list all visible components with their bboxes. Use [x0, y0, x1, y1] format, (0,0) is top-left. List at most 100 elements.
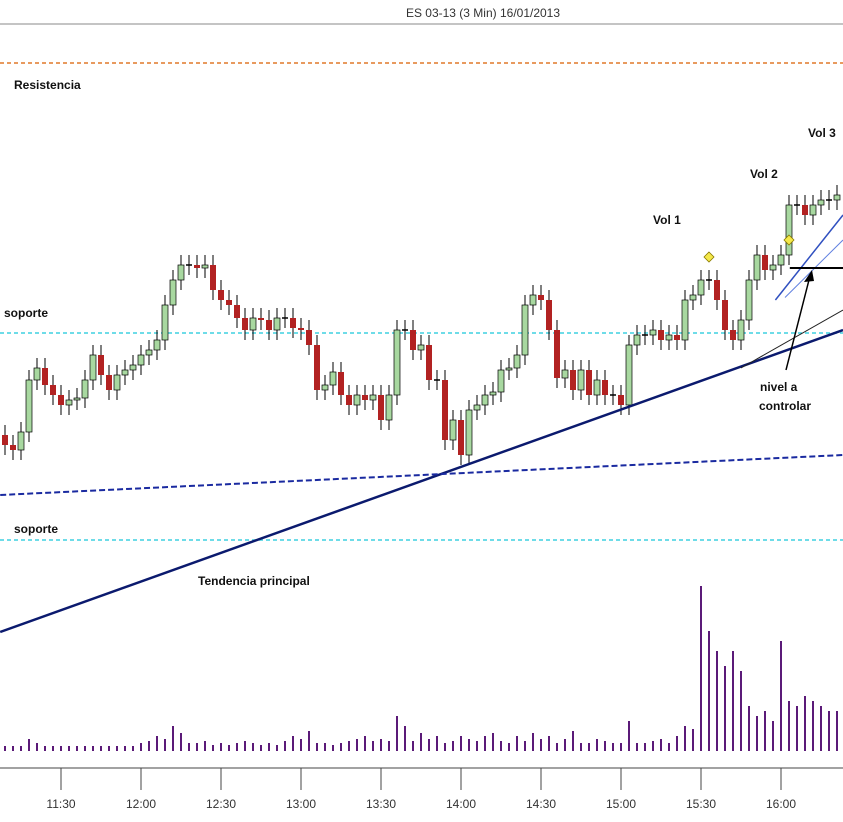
trend-line: [0, 328, 843, 634]
x-tick-label: 13:30: [366, 797, 396, 811]
candle-body: [385, 394, 393, 421]
trend-line: [774, 214, 843, 301]
candle-body: [201, 264, 209, 269]
candle-body: [449, 419, 457, 441]
candle-body: [745, 279, 753, 321]
annotation: nivel a: [760, 380, 798, 394]
annotation: Vol 3: [808, 126, 836, 140]
candle-body: [65, 399, 73, 406]
candle-body: [593, 379, 601, 396]
candle-body: [106, 375, 112, 390]
candle-body: [481, 394, 489, 406]
candle-body: [210, 265, 216, 290]
candle-body: [42, 368, 48, 385]
marker: [703, 251, 715, 263]
candle-body: [242, 318, 248, 330]
x-tick-label: 15:30: [686, 797, 716, 811]
candle-body: [161, 304, 169, 341]
annotation: Tendencia principal: [198, 574, 310, 588]
candle-body: [762, 255, 768, 270]
candle-body: [538, 295, 544, 300]
candle-body: [529, 294, 537, 306]
candle-body: [81, 379, 89, 399]
candle-body: [258, 318, 264, 320]
candle-body: [218, 290, 224, 300]
candle-body: [586, 370, 592, 395]
candle-body: [817, 199, 825, 206]
x-tick-label: 14:30: [526, 797, 556, 811]
candle-body: [410, 330, 416, 350]
candle-body: [737, 319, 745, 341]
candle-body: [298, 328, 304, 330]
candle-body: [769, 264, 777, 271]
x-tick-label: 14:00: [446, 797, 476, 811]
candle-body: [785, 204, 793, 256]
candle-body: [577, 369, 585, 391]
candle-body: [649, 329, 657, 336]
candle-body: [554, 330, 560, 378]
annotation: soporte: [14, 522, 58, 536]
candle-body: [753, 254, 761, 281]
annotation: controlar: [759, 399, 811, 413]
x-tick-label: 11:30: [46, 797, 75, 811]
candle-body: [129, 364, 137, 371]
candle-body: [665, 334, 673, 341]
candle-body: [121, 369, 129, 376]
marker: [783, 234, 795, 246]
candle-body: [353, 394, 361, 406]
candle-body: [249, 317, 257, 331]
candle-body: [561, 369, 569, 379]
chart-title: ES 03-13 (3 Min) 16/01/2013: [406, 6, 560, 20]
candle-body: [153, 339, 161, 351]
candle-body: [290, 318, 296, 328]
x-tick-label: 13:00: [286, 797, 316, 811]
x-tick-label: 12:00: [126, 797, 156, 811]
candle-body: [473, 404, 481, 411]
candle-body: [273, 317, 281, 331]
annotation: Resistencia: [14, 78, 81, 92]
candle-body: [777, 254, 785, 266]
annotation: soporte: [4, 306, 48, 320]
candle-body: [113, 374, 121, 391]
candle-body: [513, 354, 521, 369]
candle-body: [89, 354, 97, 381]
annotation: Vol 1: [653, 213, 681, 227]
candle-body: [177, 264, 185, 281]
candle-body: [137, 354, 145, 366]
candle-body: [458, 420, 464, 455]
candle-body: [73, 397, 81, 401]
candle-body: [802, 205, 808, 215]
candle-body: [633, 334, 641, 346]
candle-body: [145, 349, 153, 356]
x-tick-label: 15:00: [606, 797, 636, 811]
plot: [0, 62, 843, 751]
x-tick-label: 16:00: [766, 797, 796, 811]
candle-body: [169, 279, 177, 306]
candle-body: [50, 385, 56, 395]
candle-body: [266, 320, 272, 330]
candle-body: [625, 344, 633, 406]
candle-body: [369, 394, 377, 401]
candle-body: [393, 329, 401, 396]
candle-body: [505, 367, 513, 371]
candle-body: [426, 345, 432, 380]
candle-body: [346, 395, 352, 405]
candle-body: [306, 330, 312, 345]
candle-body: [618, 395, 624, 405]
arrow-head: [804, 270, 814, 282]
candle-body: [321, 384, 329, 391]
candle-body: [329, 371, 337, 386]
candle-body: [338, 372, 344, 395]
candle-body: [98, 355, 104, 375]
candle-body: [833, 194, 841, 201]
candle-body: [17, 431, 25, 451]
trend-line: [740, 309, 843, 369]
candle-body: [730, 330, 736, 340]
trend-line: [0, 454, 843, 496]
candle-body: [25, 379, 33, 433]
candle-body: [226, 300, 232, 305]
candle-body: [658, 330, 664, 340]
candle-body: [489, 391, 497, 396]
